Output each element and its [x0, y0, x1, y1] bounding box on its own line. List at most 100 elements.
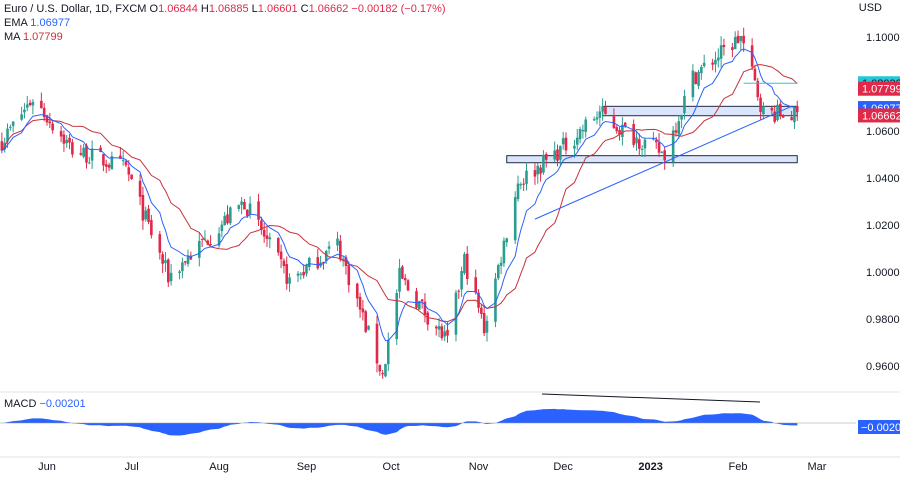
candle-body[interactable]: [268, 237, 272, 240]
candle-body[interactable]: [519, 184, 523, 186]
candle-body[interactable]: [237, 205, 241, 209]
candle-body[interactable]: [229, 207, 232, 224]
candle-body[interactable]: [697, 71, 700, 86]
candle-body[interactable]: [20, 114, 23, 120]
candle-body[interactable]: [420, 299, 424, 302]
candle-body[interactable]: [395, 292, 399, 340]
candle-body[interactable]: [51, 123, 54, 131]
candle-body[interactable]: [85, 145, 88, 163]
candle-body[interactable]: [31, 101, 35, 106]
candle-body[interactable]: [206, 240, 210, 245]
candle-body[interactable]: [119, 155, 122, 159]
candle-body[interactable]: [494, 278, 497, 322]
candle-body[interactable]: [474, 277, 478, 293]
candle-body[interactable]: [477, 292, 480, 308]
candle-body[interactable]: [285, 264, 289, 284]
candle-body[interactable]: [640, 148, 644, 150]
candle-body[interactable]: [516, 183, 520, 200]
candle-body[interactable]: [282, 260, 286, 267]
candle-body[interactable]: [361, 308, 365, 313]
candle-body[interactable]: [694, 72, 698, 84]
resistance-zone[interactable]: [506, 155, 798, 164]
candle-body[interactable]: [341, 258, 345, 261]
candle-body[interactable]: [279, 251, 283, 260]
candle-body[interactable]: [700, 66, 703, 74]
macd-label[interactable]: MACD: [4, 398, 37, 410]
candle-body[interactable]: [355, 283, 359, 299]
candle-body[interactable]: [716, 57, 720, 61]
candle-body[interactable]: [795, 106, 799, 113]
candle-body[interactable]: [88, 162, 91, 164]
candle-body[interactable]: [654, 140, 658, 143]
candle-body[interactable]: [299, 273, 303, 275]
candle-body[interactable]: [536, 165, 540, 175]
candle-body[interactable]: [378, 364, 382, 372]
candle-body[interactable]: [59, 131, 63, 137]
candle-body[interactable]: [203, 238, 207, 240]
candle-body[interactable]: [248, 203, 252, 215]
candle-body[interactable]: [553, 150, 556, 160]
candle-body[interactable]: [403, 277, 407, 281]
candle-body[interactable]: [559, 145, 562, 160]
candle-body[interactable]: [161, 254, 164, 264]
candle-body[interactable]: [104, 164, 108, 167]
candle-body[interactable]: [575, 137, 579, 145]
candle-body[interactable]: [316, 257, 320, 269]
candle-body[interactable]: [138, 180, 142, 197]
uptrend-line[interactable]: [534, 105, 792, 220]
candle-body[interactable]: [90, 148, 94, 161]
candle-body[interactable]: [40, 100, 43, 109]
candle-body[interactable]: [719, 45, 723, 59]
candle-body[interactable]: [533, 170, 537, 177]
candle-body[interactable]: [127, 167, 131, 175]
candle-body[interactable]: [446, 329, 449, 336]
candle-body[interactable]: [632, 123, 635, 145]
candle-body[interactable]: [302, 271, 305, 276]
candle-body[interactable]: [793, 106, 796, 123]
candle-body[interactable]: [375, 323, 379, 364]
candle-body[interactable]: [308, 258, 311, 268]
candle-body[interactable]: [652, 138, 655, 140]
candle-body[interactable]: [406, 280, 410, 291]
candle-body[interactable]: [0, 141, 4, 151]
candle-body[interactable]: [677, 121, 681, 135]
candle-body[interactable]: [401, 266, 404, 279]
candle-body[interactable]: [505, 238, 509, 243]
macd-divergence-line[interactable]: [541, 393, 761, 403]
candle-body[interactable]: [217, 233, 221, 246]
candle-body[interactable]: [189, 255, 193, 260]
candle-body[interactable]: [742, 35, 745, 44]
candle-body[interactable]: [276, 237, 280, 253]
candle-body[interactable]: [733, 37, 737, 50]
candle-body[interactable]: [223, 215, 226, 226]
candle-body[interactable]: [722, 44, 726, 48]
candle-body[interactable]: [9, 126, 12, 128]
candle-body[interactable]: [243, 201, 246, 210]
candle-body[interactable]: [657, 142, 661, 153]
candle-body[interactable]: [595, 117, 599, 120]
candle-body[interactable]: [198, 240, 201, 258]
candle-body[interactable]: [48, 121, 52, 124]
candle-body[interactable]: [779, 103, 782, 116]
candle-body[interactable]: [324, 250, 328, 261]
support-zone[interactable]: [602, 105, 798, 117]
candle-body[interactable]: [736, 35, 740, 44]
candle-body[interactable]: [581, 129, 585, 132]
candle-body[interactable]: [544, 154, 548, 160]
candle-body[interactable]: [25, 104, 29, 108]
candle-body[interactable]: [79, 153, 83, 155]
candle-body[interactable]: [434, 326, 438, 329]
candle-body[interactable]: [750, 45, 754, 67]
candle-body[interactable]: [485, 320, 489, 333]
candle-body[interactable]: [181, 262, 184, 272]
candle-body[interactable]: [102, 154, 105, 166]
candle-body[interactable]: [781, 115, 785, 118]
candle-body[interactable]: [150, 220, 153, 236]
candle-body[interactable]: [635, 137, 638, 144]
candle-body[interactable]: [601, 106, 604, 112]
candle-body[interactable]: [364, 311, 368, 332]
candle-body[interactable]: [623, 122, 627, 127]
candle-body[interactable]: [183, 261, 187, 263]
